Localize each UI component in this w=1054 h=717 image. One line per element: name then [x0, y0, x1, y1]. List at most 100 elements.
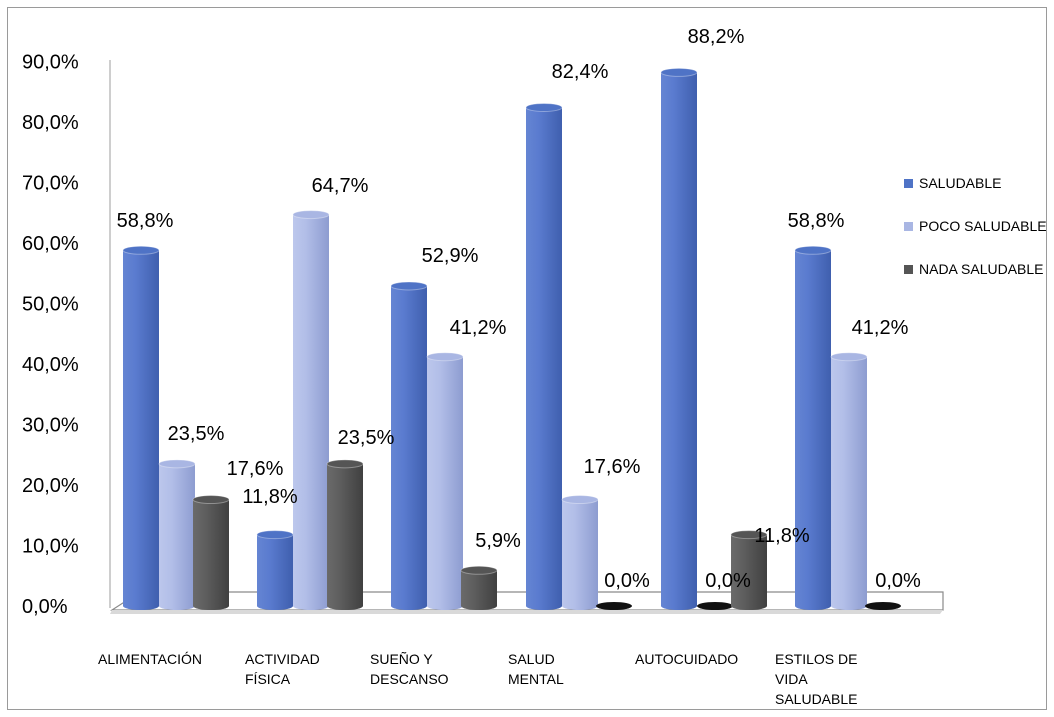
bar-cap [390, 281, 428, 291]
data-label: 41,2% [852, 317, 909, 339]
bar-cap [326, 459, 364, 469]
y-tick-label: 80,0% [22, 112, 79, 134]
data-labels: 58,8% 11,8% 52,9% 82,4% 88,2% 58,8% 23,5% 64,7%… [117, 26, 921, 592]
bar-body [526, 107, 562, 610]
bar [561, 495, 599, 610]
bar-zero-disc [697, 602, 733, 610]
bar [158, 459, 196, 610]
legend: SALUDABLE POCO SALUDABLE NADA SALUDABLE [904, 175, 1047, 277]
bar-body [461, 570, 497, 610]
legend-label: NADA SALUDABLE [919, 261, 1044, 277]
y-tick-label: 20,0% [22, 475, 79, 497]
bar [730, 530, 768, 610]
legend-swatch [904, 265, 913, 274]
data-label: 0,0% [875, 570, 921, 592]
y-tick-label: 30,0% [22, 415, 79, 437]
y-tick-label: 90,0% [22, 52, 79, 74]
bar-body [327, 463, 363, 610]
bar-body [123, 250, 159, 610]
x-category-label: SALUDABLE [775, 691, 857, 707]
x-category-label: FÍSICA [245, 671, 291, 687]
bar-cap [158, 459, 196, 469]
bar-body [731, 534, 767, 610]
bar-body [427, 356, 463, 610]
bar-zero-disc [865, 602, 901, 610]
legend-swatch [904, 179, 913, 188]
x-category-label: MENTAL [508, 671, 564, 687]
bar-cap [292, 210, 330, 220]
bar-body [293, 214, 329, 610]
data-label: 82,4% [552, 61, 609, 83]
bar [794, 245, 832, 610]
data-label: 88,2% [688, 26, 745, 48]
bar-cap [525, 102, 563, 112]
x-category-label: ALIMENTACIÓN [98, 651, 202, 667]
bar [326, 459, 364, 610]
bar-zero-disc [596, 602, 632, 610]
bar-cap [830, 352, 868, 362]
data-label: 0,0% [705, 570, 751, 592]
bar-cap [256, 530, 294, 540]
data-label: 0,0% [604, 570, 650, 592]
data-label: 64,7% [312, 175, 369, 197]
bars [122, 67, 901, 610]
bar [865, 602, 901, 610]
data-label: 23,5% [338, 427, 395, 449]
bar-body [391, 285, 427, 610]
bar-cap [561, 495, 599, 505]
data-label: 11,8% [754, 525, 809, 547]
data-label: 5,9% [475, 530, 521, 552]
data-label: 17,6% [584, 456, 641, 478]
bar-body [159, 463, 195, 610]
bar-body [831, 356, 867, 610]
data-label: 17,6% [227, 458, 284, 480]
y-tick-label: 60,0% [22, 233, 79, 255]
x-category-label: ESTILOS DE [775, 651, 857, 667]
y-tick-label: 40,0% [22, 354, 79, 376]
chart-frame [7, 7, 1047, 710]
bar-cap [192, 495, 230, 505]
bar [390, 281, 428, 610]
bar [697, 602, 733, 610]
bar [596, 602, 632, 610]
bar [256, 530, 294, 610]
x-category-label: VIDA [775, 671, 808, 687]
x-category-label: DESCANSO [370, 671, 449, 687]
x-category-label: AUTOCUIDADO [635, 651, 738, 667]
bar [426, 352, 464, 610]
data-label: 11,8% [242, 486, 297, 508]
legend-swatch [904, 222, 913, 231]
y-tick-label: 70,0% [22, 173, 79, 195]
bar-body [257, 534, 293, 610]
bar-body [661, 72, 697, 610]
chart-floor-edge [110, 610, 943, 614]
bar-cap [660, 67, 698, 77]
y-tick-label: 50,0% [22, 294, 79, 316]
bar [292, 210, 330, 610]
bar-cap [730, 530, 768, 540]
bar-cap [426, 352, 464, 362]
x-category-label: SALUD [508, 651, 555, 667]
bar-body [795, 250, 831, 610]
legend-label: POCO SALUDABLE [919, 218, 1047, 234]
bar-body [193, 499, 229, 610]
bar [460, 565, 498, 610]
bar-cap [122, 245, 160, 255]
x-category-label: SUEÑO Y [370, 651, 433, 667]
bar-cap [794, 245, 832, 255]
bar [830, 352, 868, 610]
bar [192, 495, 230, 610]
bar-body [562, 499, 598, 610]
bar [525, 102, 563, 610]
data-label: 52,9% [422, 245, 479, 267]
bar-cap [460, 565, 498, 575]
y-tick-label: 0,0% [22, 596, 68, 618]
data-label: 23,5% [168, 423, 225, 445]
x-category-label: ACTIVIDAD [245, 651, 320, 667]
data-label: 58,8% [117, 210, 174, 232]
data-label: 58,8% [788, 210, 845, 232]
y-tick-label: 10,0% [22, 536, 79, 558]
bar [122, 245, 160, 610]
data-label: 41,2% [450, 317, 507, 339]
